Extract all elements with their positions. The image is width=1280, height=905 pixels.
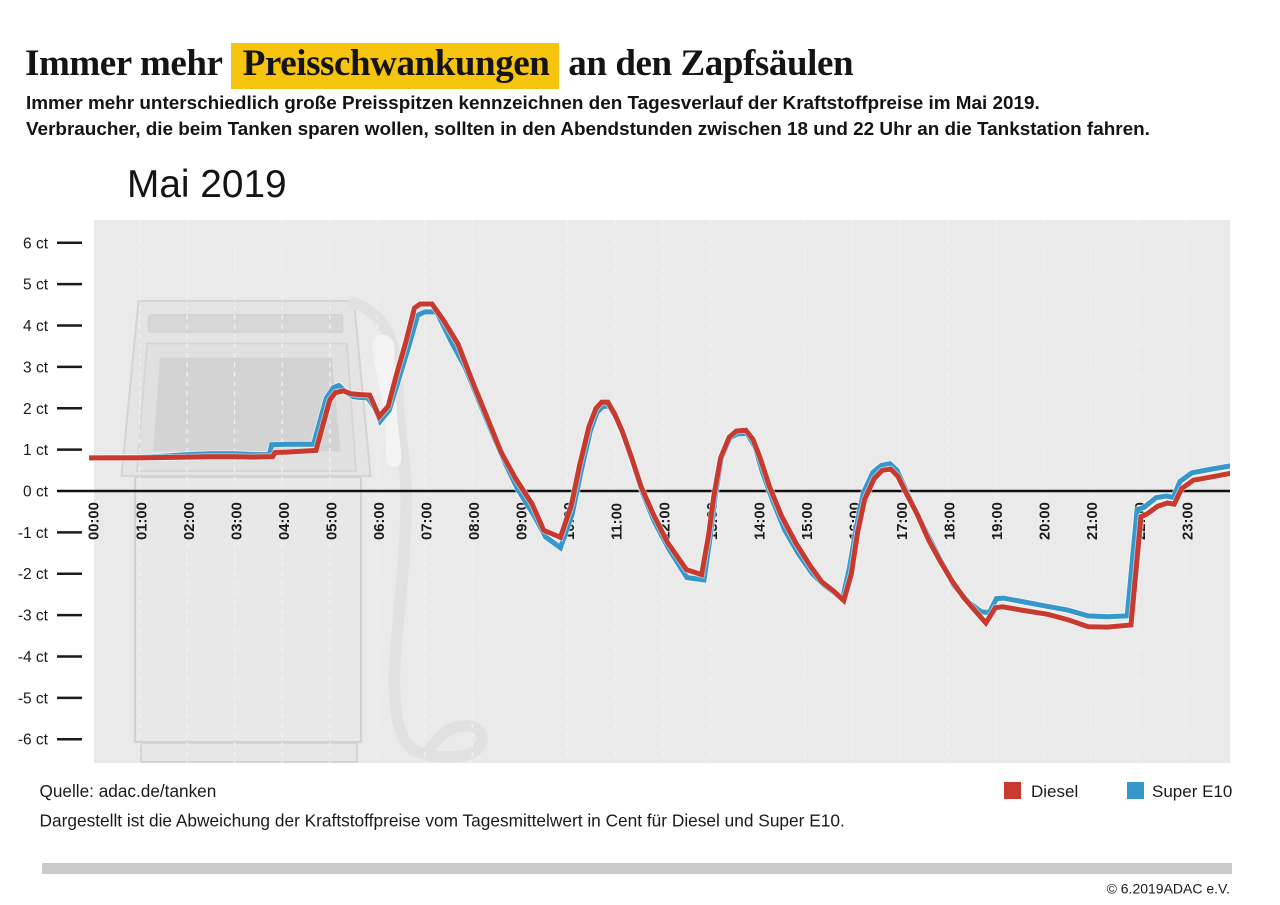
svg-text:Quelle: adac.de/tanken: Quelle: adac.de/tanken xyxy=(40,781,217,801)
svg-text:Super E10: Super E10 xyxy=(1152,782,1232,801)
svg-text:5 ct: 5 ct xyxy=(23,277,49,294)
svg-text:© 6.2019ADAC e.V.: © 6.2019ADAC e.V. xyxy=(1107,881,1230,897)
svg-text:-5 ct: -5 ct xyxy=(18,690,49,707)
svg-text:Dargestellt ist die Abweichung: Dargestellt ist die Abweichung der Kraft… xyxy=(40,811,845,831)
svg-text:3 ct: 3 ct xyxy=(23,359,49,376)
svg-text:07:00: 07:00 xyxy=(420,502,436,540)
svg-text:19:00: 19:00 xyxy=(990,502,1006,540)
svg-text:4 ct: 4 ct xyxy=(23,318,49,335)
svg-text:6 ct: 6 ct xyxy=(23,235,49,252)
svg-text:11:00: 11:00 xyxy=(610,503,626,540)
svg-text:05:00: 05:00 xyxy=(325,502,341,540)
svg-text:20:00: 20:00 xyxy=(1038,502,1054,540)
svg-text:09:00: 09:00 xyxy=(515,502,531,540)
svg-text:-6 ct: -6 ct xyxy=(18,732,49,749)
svg-text:2 ct: 2 ct xyxy=(23,401,49,418)
svg-text:01:00: 01:00 xyxy=(134,502,150,540)
svg-text:17:00: 17:00 xyxy=(895,502,911,540)
svg-text:21:00: 21:00 xyxy=(1085,502,1101,540)
svg-text:03:00: 03:00 xyxy=(229,502,245,540)
svg-text:0 ct: 0 ct xyxy=(23,484,49,501)
svg-text:23:00: 23:00 xyxy=(1180,502,1196,540)
svg-text:-1 ct: -1 ct xyxy=(18,525,49,542)
svg-text:00:00: 00:00 xyxy=(87,502,103,540)
svg-text:14:00: 14:00 xyxy=(752,502,768,540)
svg-text:15:00: 15:00 xyxy=(800,502,816,540)
svg-text:-3 ct: -3 ct xyxy=(18,608,49,625)
svg-text:06:00: 06:00 xyxy=(372,502,388,540)
svg-text:08:00: 08:00 xyxy=(467,502,483,540)
svg-text:1 ct: 1 ct xyxy=(23,442,49,459)
svg-text:02:00: 02:00 xyxy=(182,502,198,540)
svg-text:18:00: 18:00 xyxy=(943,502,959,540)
svg-text:04:00: 04:00 xyxy=(277,502,293,540)
svg-text:Diesel: Diesel xyxy=(1031,782,1078,801)
svg-text:-4 ct: -4 ct xyxy=(18,649,49,666)
svg-text:-2 ct: -2 ct xyxy=(18,566,49,583)
